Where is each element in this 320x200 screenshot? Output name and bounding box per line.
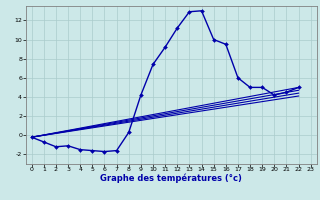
X-axis label: Graphe des températures (°c): Graphe des températures (°c) xyxy=(100,174,242,183)
